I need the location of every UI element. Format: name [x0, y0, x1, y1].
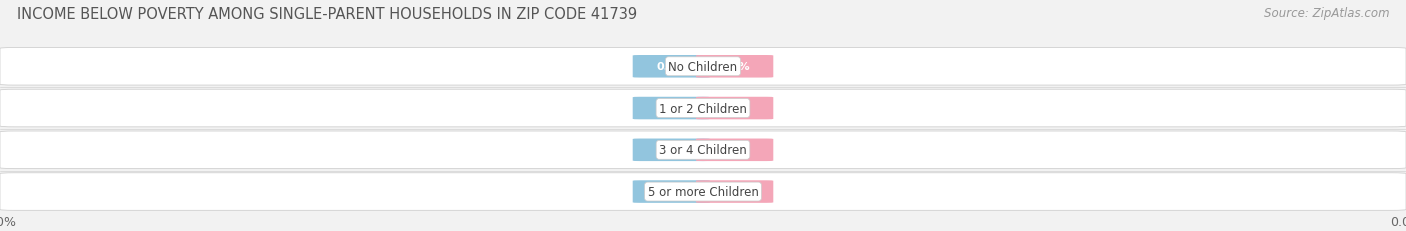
- FancyBboxPatch shape: [696, 56, 773, 78]
- Text: 3 or 4 Children: 3 or 4 Children: [659, 144, 747, 157]
- FancyBboxPatch shape: [633, 180, 710, 203]
- FancyBboxPatch shape: [696, 97, 773, 120]
- Text: 0.0%: 0.0%: [657, 145, 686, 155]
- Text: 1 or 2 Children: 1 or 2 Children: [659, 102, 747, 115]
- FancyBboxPatch shape: [0, 90, 1406, 127]
- Text: 0.0%: 0.0%: [720, 145, 749, 155]
- Text: 0.0%: 0.0%: [720, 62, 749, 72]
- FancyBboxPatch shape: [696, 139, 773, 161]
- FancyBboxPatch shape: [0, 48, 1406, 86]
- FancyBboxPatch shape: [0, 131, 1406, 169]
- FancyBboxPatch shape: [0, 173, 1406, 210]
- FancyBboxPatch shape: [633, 97, 710, 120]
- Text: No Children: No Children: [668, 61, 738, 73]
- Text: INCOME BELOW POVERTY AMONG SINGLE-PARENT HOUSEHOLDS IN ZIP CODE 41739: INCOME BELOW POVERTY AMONG SINGLE-PARENT…: [17, 7, 637, 22]
- Text: 0.0%: 0.0%: [720, 187, 749, 197]
- Text: 5 or more Children: 5 or more Children: [648, 185, 758, 198]
- FancyBboxPatch shape: [633, 56, 710, 78]
- Text: 0.0%: 0.0%: [657, 62, 686, 72]
- Text: 0.0%: 0.0%: [720, 103, 749, 114]
- FancyBboxPatch shape: [633, 139, 710, 161]
- Text: Source: ZipAtlas.com: Source: ZipAtlas.com: [1264, 7, 1389, 20]
- Text: 0.0%: 0.0%: [657, 187, 686, 197]
- FancyBboxPatch shape: [696, 180, 773, 203]
- Text: 0.0%: 0.0%: [657, 103, 686, 114]
